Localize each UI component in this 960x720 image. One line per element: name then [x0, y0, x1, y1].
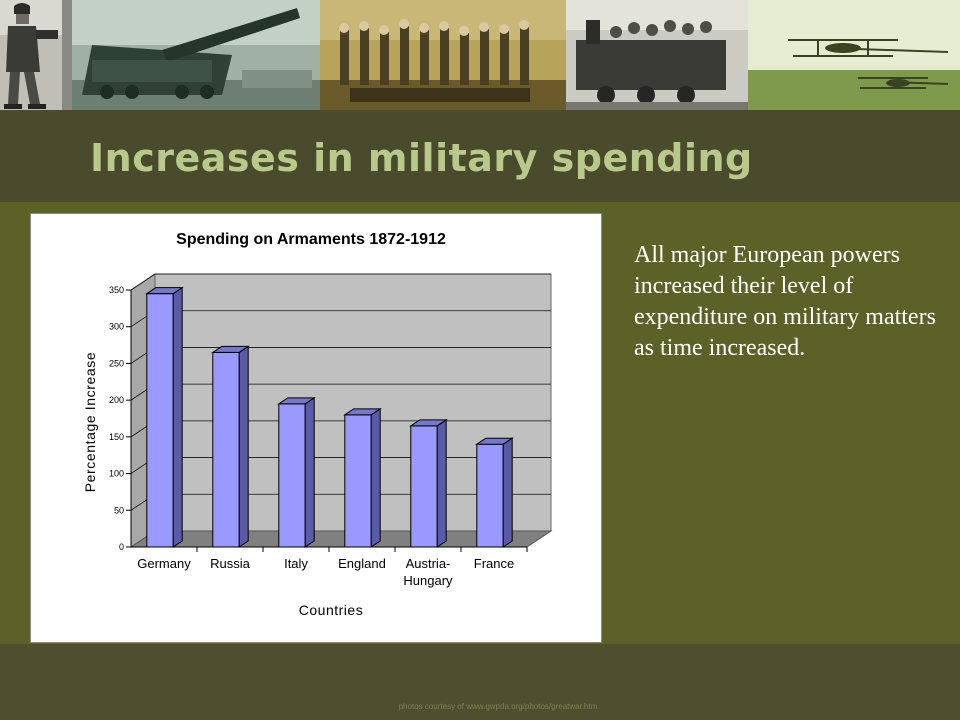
body-text: All major European powers increased thei… [634, 242, 936, 361]
bar-top [475, 437, 514, 445]
bar [278, 403, 306, 548]
x-tick-label: Germany [137, 556, 191, 571]
slide-title: Increases in military spending [90, 136, 753, 180]
bar-side [304, 396, 315, 548]
bar-top [145, 287, 184, 295]
photo-strip [0, 0, 960, 110]
gassed-soldiers-painting-icon [320, 0, 566, 110]
bottom-band [0, 644, 960, 720]
bar [410, 425, 438, 548]
y-tick-label: 250 [109, 358, 124, 368]
x-tick-label: France [474, 556, 514, 571]
bar-side [370, 407, 381, 548]
y-tick-label: 50 [114, 505, 124, 515]
x-axis-label: Countries [299, 602, 363, 618]
y-tick-label: 200 [109, 395, 124, 405]
biplanes-photo-icon [748, 0, 960, 110]
bar-top [343, 408, 382, 416]
chart-title: Spending on Armaments 1872-1912 [176, 231, 446, 248]
y-axis-label: Percentage Increase [82, 352, 98, 493]
bar-side [502, 437, 513, 548]
armaments-bar-chart: Spending on Armaments 1872-1912 Percenta… [82, 231, 553, 618]
x-tick-label: Hungary [403, 573, 453, 588]
y-tick-label: 100 [109, 469, 124, 479]
y-tick-label: 150 [109, 432, 124, 442]
railway-gun-photo-icon [72, 0, 320, 110]
bar-top [211, 345, 250, 353]
x-tick-label: Italy [284, 556, 308, 571]
photo-credit: photos courtesy of www.gwpda.org/photos/… [398, 702, 598, 711]
bar [146, 293, 174, 548]
bar [212, 351, 240, 548]
y-tick-label: 350 [109, 285, 124, 295]
bar-top [277, 397, 316, 405]
soldier-photo-icon [0, 0, 72, 110]
y-tick-label: 300 [109, 322, 124, 332]
bar-side [238, 345, 249, 548]
chart-container: Spending on Armaments 1872-1912 Percenta… [30, 213, 602, 643]
bar-top [409, 419, 448, 427]
bar [476, 443, 504, 548]
x-tick-label: England [338, 556, 386, 571]
bar-side [436, 418, 447, 548]
troop-train-photo-icon [566, 0, 748, 110]
y-tick-label: 0 [119, 542, 124, 552]
bar-side [172, 286, 183, 548]
gridline [130, 273, 551, 291]
bar [344, 414, 372, 548]
title-band [0, 110, 960, 202]
x-tick-label: Austria- [406, 556, 451, 571]
x-tick-label: Russia [210, 556, 251, 571]
